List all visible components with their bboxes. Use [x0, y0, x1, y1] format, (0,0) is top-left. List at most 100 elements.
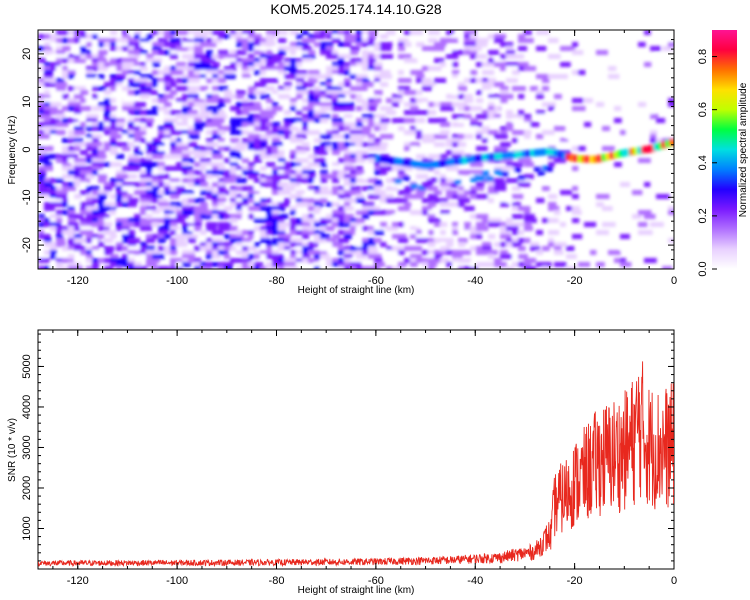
spectrogram-cell	[320, 226, 329, 231]
spectrogram-cell	[290, 250, 301, 255]
spectrogram-cell	[176, 126, 184, 131]
spectrogram-cell	[374, 46, 385, 51]
spectrogram-cell	[98, 206, 110, 211]
spectrogram-cell	[152, 82, 161, 87]
spectrogram-cell	[332, 102, 342, 107]
spectrogram-cell	[128, 58, 138, 63]
spectrogram-cell	[506, 238, 514, 243]
spectrogram-cell	[248, 190, 260, 195]
spectrogram-cell	[470, 126, 478, 131]
spectrogram-cell	[452, 142, 459, 147]
spectrogram-cell	[500, 90, 510, 95]
spectrogram-cell	[422, 86, 433, 91]
spectrogram-cell	[500, 226, 508, 231]
spectrogram-cell	[272, 170, 279, 175]
spectrogram-cell	[278, 238, 289, 243]
spectrogram-cell	[50, 202, 64, 207]
spectrogram-cell	[80, 50, 92, 55]
spectrogram-cell	[374, 254, 382, 259]
spectrogram-ridge-cell	[537, 170, 545, 176]
spectrogram-cell	[416, 190, 426, 195]
spectrogram-cell	[206, 74, 213, 79]
spectrogram-cell	[398, 126, 405, 131]
spectrogram-cell	[374, 82, 384, 87]
spectrogram-cell	[248, 134, 261, 139]
spectrogram-cell	[488, 182, 497, 187]
spectrogram-cell	[344, 254, 353, 259]
spectrogram-cell	[224, 66, 237, 71]
spectrogram-cell	[320, 186, 329, 191]
spectrogram-cell	[254, 38, 261, 43]
spectrogram-cell	[104, 118, 114, 123]
spectrogram-cell	[206, 194, 215, 199]
spectrogram-cell	[518, 230, 525, 235]
spectrogram-cell	[554, 238, 568, 243]
spectrogram-cell	[146, 82, 155, 87]
spectrogram-cell	[56, 194, 68, 199]
spectrogram-cell	[158, 206, 172, 211]
spectrogram-cell	[596, 230, 609, 235]
spectrogram-cell	[170, 202, 177, 207]
spectrogram-cell	[206, 38, 216, 43]
spectrogram-cell	[206, 186, 215, 191]
spectrogram-cell	[266, 210, 277, 215]
spectrogram-cell	[218, 98, 226, 103]
spectrogram-cell	[272, 154, 284, 159]
spectrogram-cell	[248, 198, 257, 203]
spectrogram-cell	[338, 50, 352, 55]
spectrogram-cell	[170, 214, 182, 219]
spectrogram-cell	[170, 54, 179, 59]
spectrogram-cell	[554, 210, 561, 215]
spectrogram-cell	[74, 142, 82, 147]
spectrogram-cell	[80, 90, 89, 95]
spectrogram-cell	[422, 110, 430, 115]
spectrogram-cell	[338, 90, 346, 95]
spectrogram-cell	[524, 258, 537, 263]
spectrogram-ridge-cell	[486, 153, 494, 161]
spectrogram-cell	[446, 94, 458, 99]
spectrogram-cell	[98, 170, 110, 175]
spectrogram-cell	[254, 90, 266, 95]
spectrogram-cell	[536, 110, 546, 115]
spectrogram-cell	[464, 266, 478, 269]
spectrogram-cell	[56, 82, 68, 87]
spectrogram-cell	[86, 66, 99, 71]
spectrogram-cell	[266, 150, 277, 155]
spectrogram-cell	[188, 98, 196, 103]
spectrogram-cell	[428, 118, 437, 123]
spectrogram-cell	[338, 98, 351, 103]
spectrogram-ridge-cell	[545, 166, 553, 172]
spectrogram-cell	[290, 218, 297, 223]
spectrogram-cell	[584, 122, 592, 127]
spectrogram-cell	[248, 150, 261, 155]
spectrogram-cell	[404, 146, 413, 151]
spectrogram-cell	[578, 262, 591, 267]
spectrogram-cell	[284, 186, 295, 191]
spectrogram-cell	[254, 194, 267, 199]
spectrogram-cell	[248, 58, 259, 63]
spectrogram-cell	[122, 146, 131, 151]
spectrogram-cell	[326, 258, 333, 263]
spectrogram-cell	[326, 70, 335, 75]
spectrogram-cell	[218, 190, 230, 195]
spectrogram-cell	[272, 238, 279, 243]
spectrogram-cell	[74, 94, 84, 99]
spectrogram-cell	[332, 190, 340, 195]
spectrogram-cell	[290, 174, 301, 179]
spectrogram-cell	[506, 266, 514, 269]
spectrogram-cell	[518, 178, 529, 183]
spectrogram-cell	[572, 234, 583, 239]
spectrogram-cell	[74, 122, 81, 127]
spectrogram-cell	[56, 110, 64, 115]
spectrogram-cell	[446, 242, 454, 247]
spectrogram-cell	[110, 134, 124, 139]
spectrogram-cell	[134, 102, 146, 107]
spectrogram-cell	[344, 190, 351, 195]
spectrogram-cell	[62, 174, 74, 179]
spectrogram-cell	[110, 194, 119, 199]
spectrogram-cell	[272, 94, 281, 99]
spectrogram-cell	[326, 202, 333, 207]
spectrogram-cell	[266, 30, 278, 35]
spectrogram-cell	[470, 246, 477, 251]
spectrogram-cell	[218, 102, 226, 107]
